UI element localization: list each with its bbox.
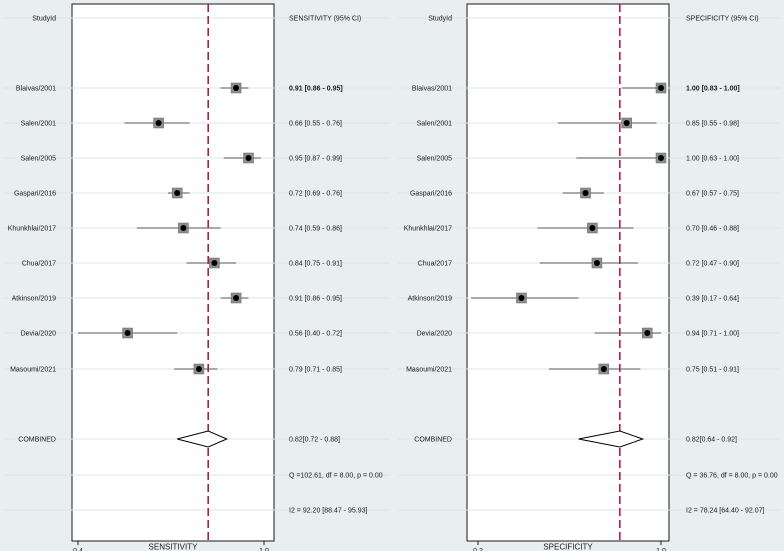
study-point-estimate: [589, 225, 596, 231]
study-point-estimate: [582, 190, 589, 196]
heterogeneity-q: Q = 36.76, df = 8.00, p = 0.00: [686, 473, 778, 480]
study-ci-text: 0.79 [0.71 - 0.85]: [289, 367, 342, 374]
study-point-estimate: [658, 85, 664, 91]
study-name: Salen/2001: [21, 121, 57, 128]
study-point-estimate: [174, 190, 181, 196]
study-name: Chua/2017: [22, 261, 56, 268]
combined-ci-text: 0.82[0.64 - 0.92]: [686, 437, 737, 444]
combined-ci-text: 0.82[0.72 - 0.88]: [289, 437, 340, 444]
study-name: Salen/2005: [417, 156, 453, 163]
study-point-estimate: [180, 225, 187, 231]
study-point-estimate: [644, 330, 651, 336]
study-ci-text: 1.00 [0.63 - 1.00]: [686, 156, 739, 163]
study-point-estimate: [195, 366, 202, 372]
study-ci-text: 0.91 [0.86 - 0.95]: [289, 296, 342, 303]
study-name: Khunkhlai/2017: [8, 226, 56, 233]
specificity-header-study: StudyId: [428, 16, 452, 23]
study-point-estimate: [518, 295, 525, 301]
x-tick-label: 1.0: [259, 548, 269, 551]
heterogeneity-i2: I2 = 92.20 [88.47 - 95.93]: [289, 508, 367, 515]
study-ci-text: 0.84 [0.75 - 0.91]: [289, 261, 342, 268]
study-ci-text: 0.70 [0.46 - 0.88]: [686, 226, 739, 233]
study-ci-text: 0.72 [0.47 - 0.90]: [686, 261, 739, 268]
study-ci-text: 0.39 [0.17 - 0.64]: [686, 296, 739, 303]
study-point-estimate: [245, 155, 252, 161]
study-ci-text: 0.85 [0.55 - 0.98]: [686, 121, 739, 128]
study-ci-text: 0.95 [0.87 - 0.99]: [289, 156, 342, 163]
study-name: Salen/2005: [21, 156, 57, 163]
study-name: Blaivas/2001: [412, 86, 452, 93]
combined-label: COMBINED: [18, 437, 56, 444]
study-ci-text: 0.91 [0.86 - 0.95]: [289, 86, 343, 93]
sensitivity-header-ci: SENSITIVITY (95% CI): [289, 16, 361, 23]
study-name: Khunkhlai/2017: [404, 226, 452, 233]
x-tick-label: 1.0: [656, 548, 666, 551]
study-ci-text: 0.72 [0.69 - 0.76]: [289, 191, 342, 198]
x-tick-label: 0.4: [73, 548, 83, 551]
specificity-header-ci: SPECIFICITY (95% CI): [686, 16, 759, 23]
combined-diamond: [578, 430, 645, 448]
study-point-estimate: [233, 85, 240, 91]
study-point-estimate: [211, 260, 218, 266]
study-ci-text: 0.56 [0.40 - 0.72]: [289, 331, 342, 338]
study-name: Masoumi/2021: [10, 367, 56, 374]
study-ci-text: 0.94 [0.71 - 1.00]: [686, 331, 739, 338]
study-name: Blaivas/2001: [16, 86, 56, 93]
study-point-estimate: [623, 120, 630, 126]
combined-diamond: [177, 430, 229, 448]
study-point-estimate: [600, 366, 607, 372]
study-ci-text: 0.75 [0.51 - 0.91]: [686, 367, 739, 374]
study-name: Chua/2017: [418, 261, 452, 268]
study-name: Devia/2020: [21, 331, 57, 338]
study-name: Gaspari/2016: [14, 191, 56, 198]
sensitivity-plot-area: [71, 3, 275, 542]
specificity-axis-title: SPECIFICITY: [543, 543, 593, 551]
heterogeneity-i2: I2 = 78.24 [64.40 - 92.07]: [686, 508, 764, 515]
study-name: Devia/2020: [417, 331, 453, 338]
heterogeneity-q: Q =102.61, df = 8.00, p = 0.00: [289, 473, 383, 480]
specificity-plot-area: [466, 3, 670, 542]
x-tick-label: 0.2: [473, 548, 483, 551]
study-name: Atkinson/2019: [408, 296, 452, 303]
study-name: Gaspari/2016: [410, 191, 452, 198]
study-ci-text: 0.66 [0.55 - 0.76]: [289, 121, 342, 128]
study-ci-text: 0.74 [0.59 - 0.86]: [289, 226, 342, 233]
sensitivity-header-study: StudyId: [32, 16, 56, 23]
study-point-estimate: [658, 155, 664, 161]
study-name: Salen/2001: [417, 121, 453, 128]
study-point-estimate: [155, 120, 162, 126]
study-ci-text: 0.67 [0.57 - 0.75]: [686, 191, 739, 198]
study-point-estimate: [233, 295, 240, 301]
study-point-estimate: [593, 260, 600, 266]
study-point-estimate: [124, 330, 131, 336]
combined-label: COMBINED: [414, 437, 452, 444]
study-ci-text: 1.00 [0.83 - 1.00]: [686, 86, 740, 93]
sensitivity-axis-title: SENSITIVITY: [149, 543, 199, 551]
study-name: Atkinson/2019: [12, 296, 56, 303]
study-name: Masoumi/2021: [406, 367, 452, 374]
